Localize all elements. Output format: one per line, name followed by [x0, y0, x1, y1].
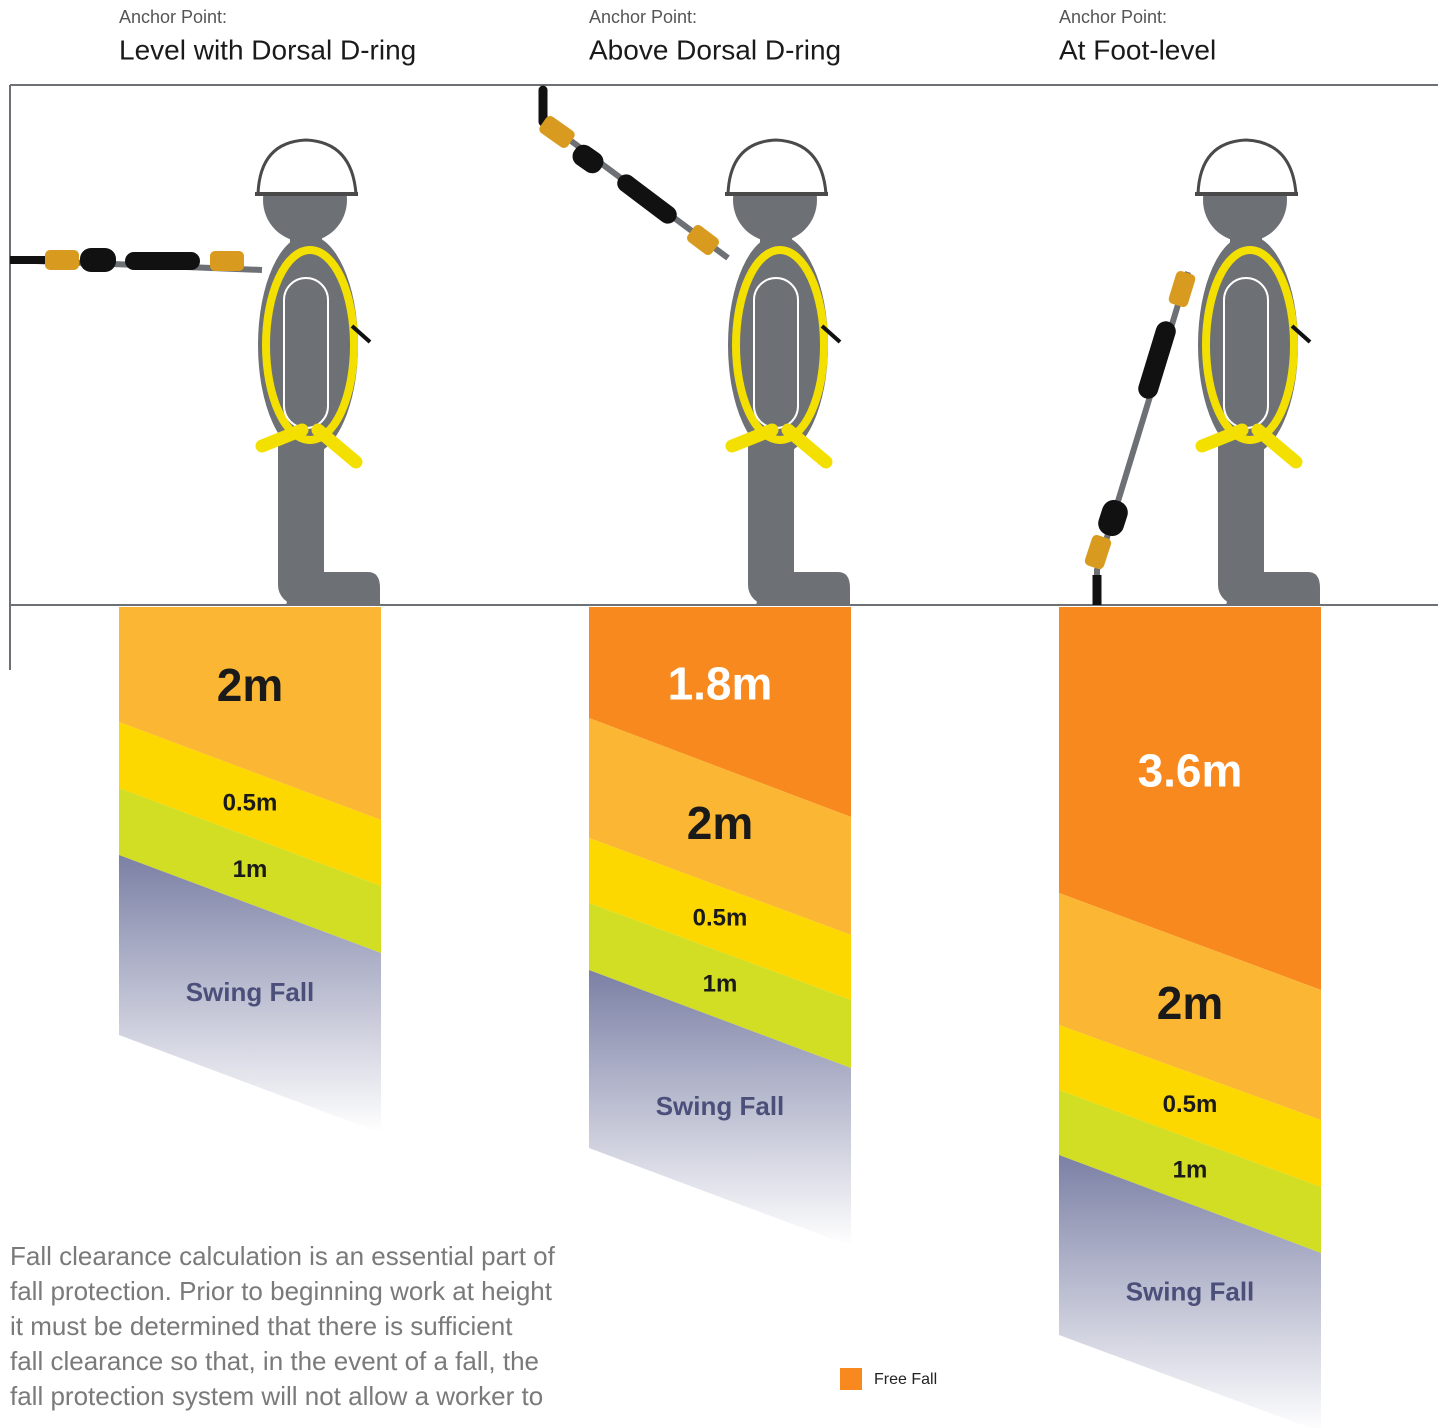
segment-label: 1m	[233, 856, 268, 883]
segment-label: 3.6m	[1138, 744, 1243, 796]
diagram: Fall clearance calculation is an essenti…	[0, 0, 1438, 1428]
column-title: At Foot-level	[1059, 34, 1216, 65]
segment-label: 1m	[1173, 1157, 1208, 1184]
worker	[255, 140, 380, 605]
segment-label: 1.8m	[668, 657, 773, 709]
segment-label: 2m	[217, 659, 283, 711]
lanyard	[10, 248, 262, 272]
legend-swatch	[840, 1368, 862, 1390]
legend-label: Free Fall	[874, 1371, 937, 1388]
column-title: Above Dorsal D-ring	[589, 34, 841, 65]
segment-label: 0.5m	[693, 904, 748, 931]
anchor-label: Anchor Point:	[119, 7, 227, 27]
paragraph-line: fall protection system will not allow a …	[10, 1381, 543, 1411]
segment-label: 2m	[687, 797, 753, 849]
segment-label: Swing Fall	[1126, 1277, 1255, 1307]
column-title: Level with Dorsal D-ring	[119, 34, 416, 65]
anchor-label: Anchor Point:	[1059, 7, 1167, 27]
segment-label: Swing Fall	[656, 1091, 785, 1121]
segment-label: 1m	[703, 971, 738, 998]
worker	[1195, 140, 1320, 605]
paragraph: Fall clearance calculation is an essenti…	[10, 1241, 556, 1411]
segment-label: Swing Fall	[186, 977, 315, 1007]
page: {"columns": [ {"label": "Anchor Point:",…	[0, 0, 1438, 1428]
lanyard	[537, 90, 728, 258]
segment-label: 0.5m	[223, 789, 278, 816]
anchor-label: Anchor Point:	[589, 7, 697, 27]
segment-label: 2m	[1157, 977, 1223, 1029]
paragraph-line: Fall clearance calculation is an essenti…	[10, 1241, 556, 1271]
paragraph-line: fall protection. Prior to beginning work…	[10, 1276, 553, 1306]
lanyard	[1084, 270, 1197, 605]
segment-label: 0.5m	[1163, 1091, 1218, 1118]
paragraph-line: it must be determined that there is suff…	[10, 1311, 513, 1341]
paragraph-line: fall clearance so that, in the event of …	[10, 1346, 539, 1376]
worker	[725, 140, 850, 605]
